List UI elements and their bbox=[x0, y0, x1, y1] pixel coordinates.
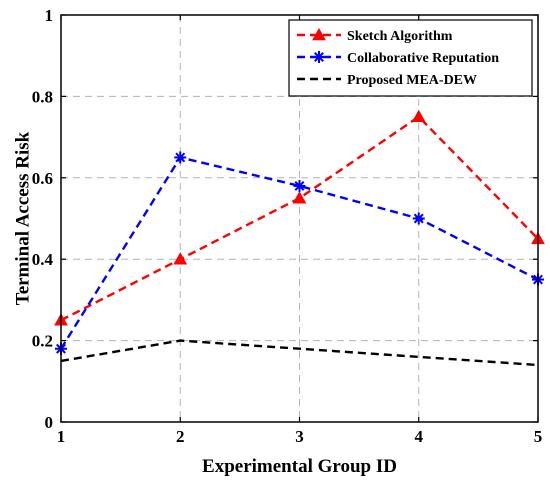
x-tick-label: 2 bbox=[176, 427, 185, 446]
x-tick-label: 4 bbox=[415, 427, 424, 446]
data-point-triangle bbox=[292, 191, 307, 204]
x-axis-title: Experimental Group ID bbox=[202, 456, 397, 477]
x-tick-label: 1 bbox=[57, 427, 66, 446]
legend-label: Proposed MEA-DEW bbox=[347, 73, 477, 88]
y-tick-label: 0.4 bbox=[32, 250, 54, 269]
series-layer bbox=[54, 109, 545, 367]
x-tick-label: 5 bbox=[534, 427, 543, 446]
data-point-triangle bbox=[173, 252, 188, 265]
y-tick-label: 0.6 bbox=[32, 169, 53, 188]
series-1 bbox=[54, 109, 545, 326]
y-tick-label: 0.8 bbox=[32, 87, 53, 106]
legend-label: Sketch Algorithm bbox=[347, 29, 453, 44]
legend-item: Proposed MEA-DEW bbox=[297, 73, 477, 88]
y-axis: 0 0.2 0.4 0.6 0.8 1 bbox=[32, 6, 538, 432]
data-point-asterisk bbox=[174, 151, 187, 164]
legend-label: Collaborative Reputation bbox=[347, 51, 499, 66]
series-3 bbox=[60, 339, 539, 367]
y-tick-label: 0 bbox=[45, 413, 54, 432]
legend-item: Sketch Algorithm bbox=[297, 27, 453, 44]
y-tick-label: 0.2 bbox=[32, 332, 53, 351]
y-axis-title: Terminal Access Risk bbox=[13, 131, 34, 305]
series-line bbox=[60, 339, 539, 367]
y-tick-label: 1 bbox=[45, 6, 54, 25]
data-point-asterisk bbox=[412, 212, 425, 225]
x-axis: 1 2 3 4 5 bbox=[57, 15, 543, 446]
data-point-asterisk bbox=[313, 51, 325, 63]
x-tick-label: 3 bbox=[295, 427, 304, 446]
series-line bbox=[59, 156, 539, 350]
data-point-triangle bbox=[312, 27, 326, 41]
data-point-asterisk bbox=[293, 179, 306, 192]
legend: Sketch Algorithm Collaborative Reputation… bbox=[288, 19, 533, 97]
data-point-triangle bbox=[411, 109, 426, 123]
legend-item: Collaborative Reputation bbox=[297, 51, 499, 66]
series-2 bbox=[55, 151, 544, 355]
